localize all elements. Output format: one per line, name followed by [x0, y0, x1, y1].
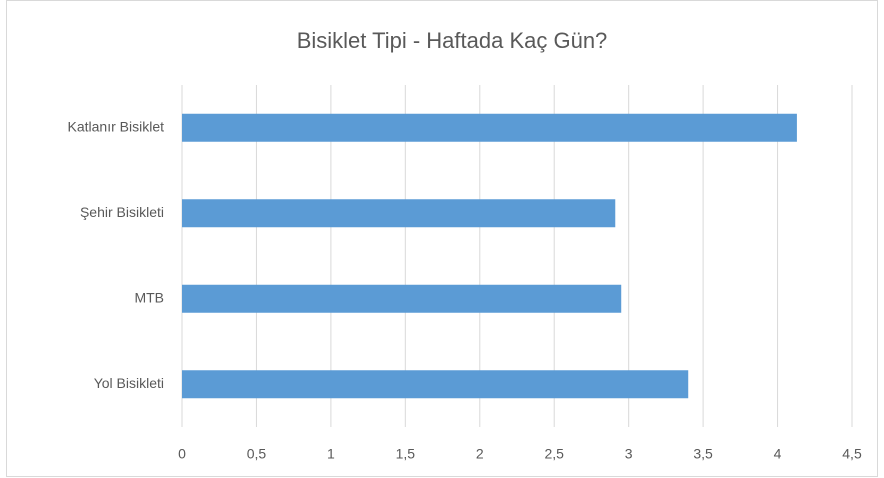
y-tick-label: Şehir Bisikleti — [80, 204, 164, 220]
x-tick-label: 2 — [476, 446, 484, 462]
x-tick-label: 1 — [327, 446, 335, 462]
y-tick-label: Yol Bisikleti — [94, 375, 164, 391]
bar — [182, 199, 616, 228]
bar — [182, 284, 622, 313]
y-tick-label: MTB — [134, 289, 164, 305]
bar — [182, 370, 689, 399]
x-tick-label: 3 — [625, 446, 633, 462]
x-tick-label: 2,5 — [544, 446, 564, 462]
x-tick-label: 4 — [774, 446, 782, 462]
y-tick-label: Katlanır Bisiklet — [68, 118, 165, 134]
x-tick-label: 4,5 — [842, 446, 862, 462]
chart-title: Bisiklet Tipi - Haftada Kaç Gün? — [297, 28, 608, 53]
x-tick-label: 0,5 — [247, 446, 267, 462]
chart-border — [6, 0, 878, 477]
x-tick-label: 0 — [178, 446, 186, 462]
x-tick-label: 1,5 — [396, 446, 416, 462]
x-tick-label: 3,5 — [693, 446, 713, 462]
bar — [182, 113, 797, 142]
